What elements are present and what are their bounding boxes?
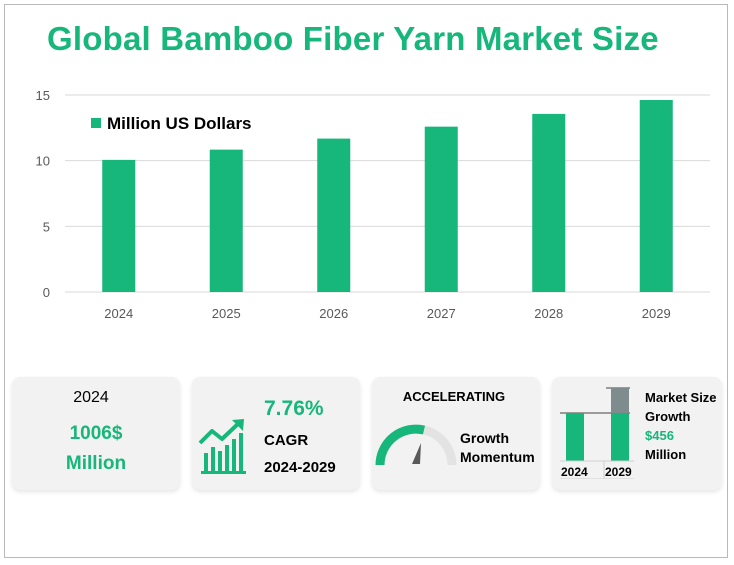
mini-bar-icon — [560, 387, 634, 479]
growth-unit: Million — [645, 447, 687, 462]
growth-line1: Market Size — [645, 390, 717, 405]
bar — [424, 126, 458, 292]
base-year-card: 2024 1006$ Million — [12, 377, 180, 490]
x-tick-label: 2025 — [212, 306, 241, 321]
cagr-period: 2024-2029 — [264, 459, 336, 476]
mini-year-start: 2024 — [561, 465, 588, 479]
figure-frame — [4, 4, 728, 558]
legend-label: Million US Dollars — [107, 114, 252, 133]
bar — [639, 99, 673, 293]
x-tick-label: 2029 — [642, 306, 671, 321]
chart-title: Global Bamboo Fiber Yarn Market Size — [47, 20, 659, 57]
growth-chart-icon — [198, 419, 246, 474]
legend: Million US Dollars — [91, 114, 252, 133]
bar — [532, 113, 566, 292]
momentum-card: ACCELERATING Growth Momentum — [372, 377, 540, 490]
momentum-label-line2: Momentum — [460, 449, 535, 465]
x-tick-label: 2027 — [427, 306, 456, 321]
market-growth-card: 2024 2029 Market Size Growth $456 Millio… — [552, 377, 722, 490]
bar-chart: 0 5 10 15 2024 2025 2026 2027 2028 2029 Million … — [36, 88, 710, 321]
cagr-value: 7.76% — [264, 397, 324, 420]
gauge-icon — [375, 424, 457, 466]
y-tick-label: 10 — [36, 154, 50, 169]
mini-year-end: 2029 — [605, 465, 632, 479]
bar — [317, 138, 351, 292]
bar — [209, 149, 243, 292]
cagr-card: 7.76% CAGR 2024-2029 — [192, 377, 360, 490]
growth-line2: Growth — [645, 409, 691, 424]
growth-value: $456 — [645, 428, 674, 443]
x-tick-label: 2024 — [104, 306, 133, 321]
bar — [102, 159, 136, 292]
momentum-label-line1: Growth — [460, 430, 509, 446]
base-year: 2024 — [73, 389, 109, 406]
x-tick-label: 2028 — [534, 306, 563, 321]
base-unit: Million — [65, 453, 127, 474]
base-value: 1006$ — [69, 423, 123, 444]
y-tick-label: 15 — [36, 88, 50, 103]
cagr-label: CAGR — [264, 432, 309, 449]
y-tick-label: 0 — [43, 285, 50, 300]
x-tick-label: 2026 — [319, 306, 348, 321]
y-tick-label: 5 — [43, 219, 50, 234]
legend-swatch — [91, 118, 101, 128]
momentum-heading: ACCELERATING — [402, 389, 506, 404]
